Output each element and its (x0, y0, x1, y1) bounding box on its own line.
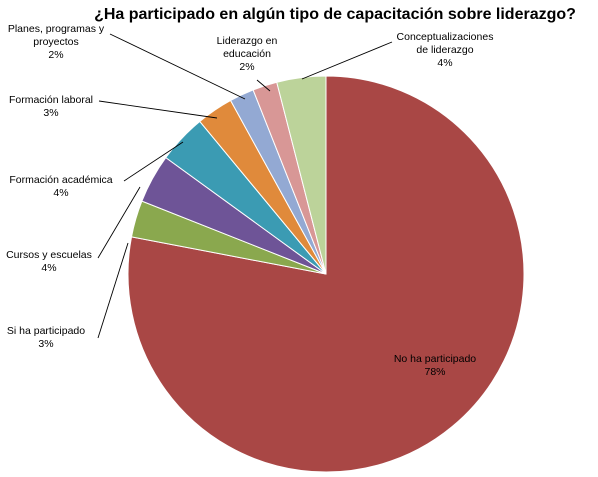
slice-label-3: Cursos y escuelas 4% (6, 249, 92, 274)
slice-label-8: Conceptualizaciones de liderazgo 4% (397, 31, 494, 69)
pie-slices (127, 75, 525, 473)
leader-line-6 (109, 33, 246, 100)
pie-slice-1 (127, 75, 525, 473)
slice-label-4: Formación académica 4% (9, 174, 112, 199)
slice-labels: No ha participado 78% Si ha participado 3% C… (6, 23, 493, 378)
leader-line-7 (256, 79, 271, 92)
slice-label-7: Liderazgo en educación 2% (217, 35, 278, 73)
leader-line-5 (98, 100, 218, 119)
leader-lines (97, 33, 393, 339)
leader-line-4 (123, 141, 184, 182)
pie-slice-8 (276, 75, 327, 275)
slice-label-5: Formación laboral 3% (9, 94, 93, 119)
slice-label-1: No ha participado 78% (394, 353, 476, 378)
slice-label-2: Si ha participado 3% (7, 325, 85, 350)
slice-label-6: Planes, programas y proyectos 2% (8, 23, 105, 61)
chart-title: ¿Ha participado en algún tipo de capacit… (94, 6, 576, 23)
leader-line-3 (97, 186, 141, 259)
leader-line-2 (97, 242, 129, 339)
leader-line-8 (301, 41, 393, 80)
